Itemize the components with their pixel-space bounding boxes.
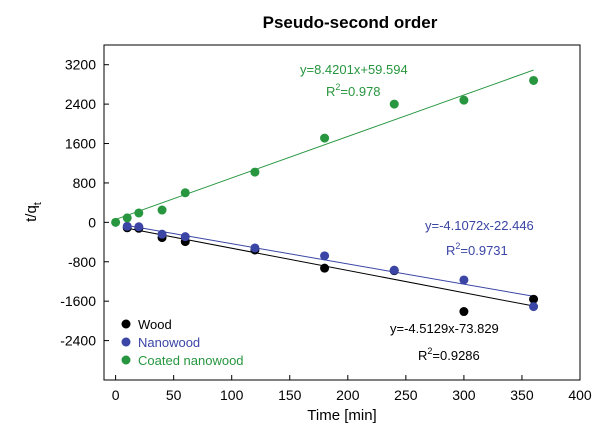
data-point-nanowood (529, 302, 539, 312)
data-point-coated-nanowood (111, 217, 121, 227)
data-point-nanowood (389, 265, 399, 275)
x-tick-label: 400 (568, 387, 592, 403)
y-axis-ticks: -2400 -1600 -800 0 800 1600 2400 3200 (60, 57, 109, 349)
y-tick-label: -1600 (60, 293, 96, 309)
x-tick-label: 50 (166, 387, 182, 403)
x-tick-label: 0 (112, 387, 120, 403)
r2-nanowood-sup: 2 (455, 241, 460, 251)
r2-wood-value: =0.9286 (432, 348, 479, 363)
y-tick-label: -800 (68, 254, 96, 270)
y-tick-label: 0 (88, 214, 96, 230)
data-point-nanowood (122, 221, 132, 231)
data-point-wood (529, 294, 539, 304)
y-tick-label: 800 (73, 175, 97, 191)
chart-title: Pseudo-second order (263, 13, 438, 32)
x-tick-label: 150 (278, 387, 302, 403)
data-point-coated-nanowood (320, 133, 330, 143)
r2-wood-base: R (418, 348, 427, 363)
r2-nanowood-base: R (446, 243, 455, 258)
data-point-coated-nanowood (180, 188, 190, 198)
fit-line-wood (127, 227, 534, 307)
r2-coated-nanowood-base: R (326, 84, 335, 99)
r2-nanowood: R2=0.9731 (446, 241, 508, 258)
x-tick-label: 200 (336, 387, 360, 403)
r2-coated-nanowood-value: =0.978 (340, 84, 380, 99)
y-axis-label: t/qt (23, 202, 44, 222)
data-point-coated-nanowood (157, 205, 167, 215)
y-tick-label: 3200 (65, 57, 96, 73)
y-tick-label: -2400 (60, 333, 96, 349)
y-axis-label-sub: t (32, 202, 44, 205)
legend-label-wood: Wood (138, 317, 172, 332)
legend: Wood Nanowood Coated nanowood (121, 317, 244, 368)
equation-coated-nanowood: y=8.4201x+59.594 (300, 62, 408, 77)
x-axis-label: Time [min] (307, 407, 376, 424)
equation-nanowood: y=-4.1072x-22.446 (425, 218, 534, 233)
fit-line-coated-nanowood (115, 69, 534, 220)
data-points (111, 75, 539, 317)
data-point-coated-nanowood (389, 99, 399, 109)
x-axis-ticks: 0 50 100 150 200 250 300 350 400 (112, 375, 592, 403)
x-tick-label: 350 (510, 387, 534, 403)
data-point-nanowood (157, 229, 167, 239)
data-point-nanowood (180, 232, 190, 242)
data-point-nanowood (320, 251, 330, 261)
fit-line-nanowood (127, 224, 534, 297)
data-point-coated-nanowood (122, 213, 132, 223)
legend-label-nanowood: Nanowood (138, 335, 200, 350)
r2-nanowood-value: =0.9731 (460, 243, 507, 258)
x-tick-label: 250 (394, 387, 418, 403)
legend-marker-wood (121, 319, 131, 329)
data-point-wood (459, 307, 469, 317)
y-axis-label-base: t/q (23, 205, 40, 222)
y-tick-label: 1600 (65, 136, 96, 152)
plot-frame (103, 44, 581, 381)
legend-marker-nanowood (121, 337, 131, 347)
r2-coated-nanowood-sup: 2 (335, 82, 340, 92)
x-tick-label: 100 (220, 387, 244, 403)
equation-wood: y=-4.5129x-73.829 (390, 321, 499, 336)
y-tick-label: 2400 (65, 96, 96, 112)
legend-label-coated-nanowood: Coated nanowood (138, 353, 244, 368)
data-point-coated-nanowood (250, 167, 260, 177)
data-point-wood (320, 263, 330, 273)
data-point-coated-nanowood (529, 75, 539, 85)
data-point-coated-nanowood (459, 95, 469, 105)
data-point-nanowood (250, 243, 260, 253)
r2-wood: R2=0.9286 (418, 346, 480, 363)
data-point-nanowood (134, 222, 144, 232)
r2-wood-sup: 2 (427, 346, 432, 356)
x-tick-label: 300 (452, 387, 476, 403)
data-point-nanowood (459, 275, 469, 285)
data-point-coated-nanowood (134, 208, 144, 218)
legend-marker-coated-nanowood (121, 355, 131, 365)
r2-coated-nanowood: R2=0.978 (326, 82, 381, 99)
